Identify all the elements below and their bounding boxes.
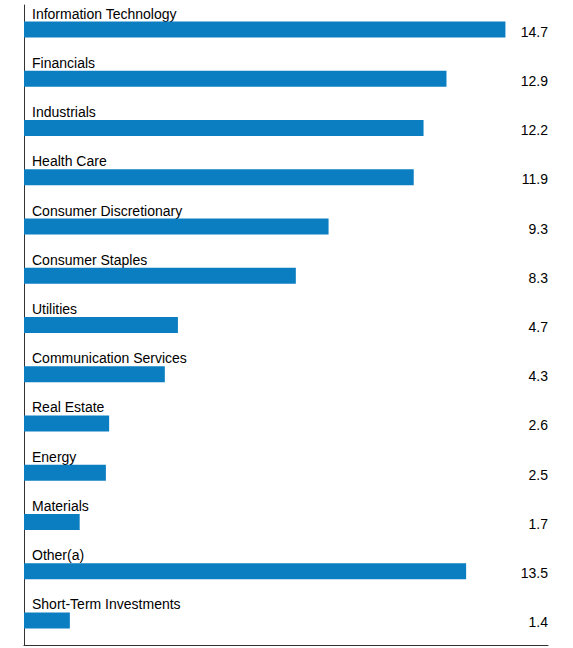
svg-text:9.3: 9.3 xyxy=(529,221,549,237)
svg-text:13.5: 13.5 xyxy=(521,565,548,581)
svg-text:Consumer Staples: Consumer Staples xyxy=(32,252,147,268)
svg-text:Health Care: Health Care xyxy=(32,153,107,169)
svg-text:1.7: 1.7 xyxy=(529,516,549,532)
svg-text:Information Technology: Information Technology xyxy=(32,6,177,22)
svg-text:Energy: Energy xyxy=(32,449,76,465)
svg-text:1.4: 1.4 xyxy=(529,614,549,630)
svg-text:14.7: 14.7 xyxy=(521,24,548,40)
svg-text:Materials: Materials xyxy=(32,498,89,514)
svg-text:Utilities: Utilities xyxy=(32,301,77,317)
svg-text:12.2: 12.2 xyxy=(521,122,548,138)
svg-text:Short-Term Investments: Short-Term Investments xyxy=(32,596,181,612)
svg-text:12.9: 12.9 xyxy=(521,73,548,89)
svg-text:Real Estate: Real Estate xyxy=(32,399,105,415)
svg-text:2.6: 2.6 xyxy=(529,417,549,433)
svg-text:Financials: Financials xyxy=(32,55,95,71)
svg-text:2.5: 2.5 xyxy=(529,467,549,483)
svg-text:Consumer Discretionary: Consumer Discretionary xyxy=(32,203,182,219)
svg-text:Communication Services: Communication Services xyxy=(32,350,187,366)
svg-text:8.3: 8.3 xyxy=(529,270,549,286)
svg-text:4.7: 4.7 xyxy=(529,319,549,335)
svg-text:4.3: 4.3 xyxy=(529,368,549,384)
svg-text:Industrials: Industrials xyxy=(32,104,96,120)
svg-text:Other(a): Other(a) xyxy=(32,547,84,563)
svg-text:11.9: 11.9 xyxy=(522,171,548,187)
